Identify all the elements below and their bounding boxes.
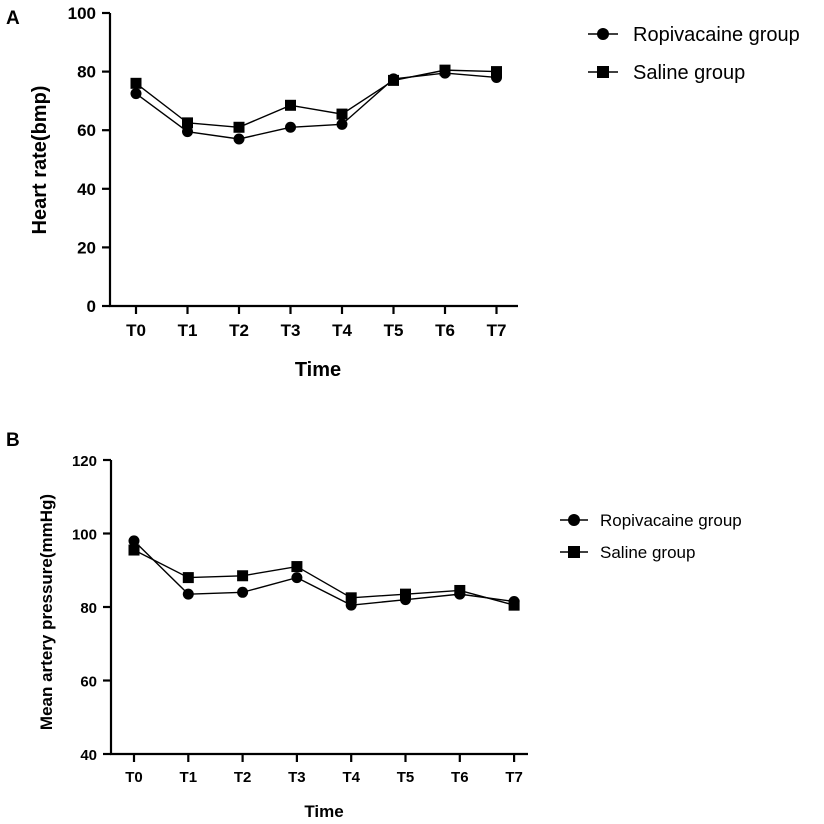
data-point-a-saline-group-T5: [388, 74, 399, 86]
y-tick-label-a-60: 60: [77, 121, 96, 140]
y-tick-label-b-60: 60: [80, 674, 97, 691]
data-point-a-ropivacaine-group-T0: [130, 88, 142, 100]
y-tick-label-a-20: 20: [77, 238, 96, 257]
x-tick-label-a-T3: T3: [281, 321, 301, 340]
data-point-a-saline-group-T6: [439, 64, 451, 76]
chart-panel-b: B 40 60 80 100 120 T0 T1 T2 T3 T4 T5 T6 T7 Time Mea…: [6, 430, 742, 821]
data-point-b-ropivacaine-group-T1: [182, 588, 194, 600]
y-tick-label-a-40: 40: [77, 180, 96, 199]
data-point-a-ropivacaine-group-T4: [336, 118, 348, 130]
data-point-a-saline-group-T0: [130, 77, 142, 89]
legend-label-saline-b: Saline group: [600, 543, 695, 562]
legend-item-ropivacaine-a: Ropivacaine group: [588, 24, 800, 46]
legend-marker-circle-a: [597, 28, 609, 40]
y-tick-label-a-0: 0: [87, 297, 96, 316]
y-axis-label-a: Heart rate(bmp): [29, 86, 51, 235]
x-tick-label-a-T5: T5: [384, 321, 404, 340]
legend-item-saline-a: Saline group: [588, 62, 745, 84]
y-tick-label-b-120: 120: [72, 453, 97, 470]
x-tick-label-b-T2: T2: [234, 769, 252, 786]
x-axis-label-a: Time: [295, 359, 341, 381]
x-tick-label-b-T6: T6: [451, 769, 469, 786]
data-point-b-ropivacaine-group-T3: [291, 572, 303, 584]
legend-marker-square-b: [568, 546, 580, 558]
x-axis-label-b: Time: [304, 802, 343, 821]
legend-label-ropivacaine-a: Ropivacaine group: [633, 24, 800, 46]
data-point-a-saline-group-T4: [336, 108, 348, 120]
data-point-b-saline-group-T7: [508, 599, 520, 611]
data-point-b-saline-group-T1: [182, 572, 194, 584]
data-point-a-saline-group-T3: [285, 99, 296, 111]
y-tick-label-b-40: 40: [80, 747, 97, 764]
legend-b: Ropivacaine group Saline group: [560, 511, 742, 562]
series-b: [128, 535, 520, 611]
data-point-a-saline-group-T7: [491, 66, 502, 78]
legend-label-saline-a: Saline group: [633, 62, 745, 84]
data-point-a-ropivacaine-group-T2: [233, 133, 245, 145]
chart-panel-a: A 0 20 40 60 80 100 T0 T1 T2 T3 T4 T5 T6 T7 Time Hea…: [6, 4, 800, 381]
data-point-b-saline-group-T5: [400, 588, 411, 600]
x-tick-label-a-T2: T2: [229, 321, 249, 340]
data-point-b-saline-group-T6: [454, 584, 466, 596]
panel-label-a: A: [6, 8, 20, 29]
data-point-b-ropivacaine-group-T2: [237, 586, 249, 598]
series-line-a-saline-group: [135, 69, 497, 128]
legend-label-ropivacaine-b: Ropivacaine group: [600, 511, 742, 530]
x-ticks-b: T0 T1 T2 T3 T4 T5 T6 T7: [125, 754, 523, 786]
x-tick-label-a-T0: T0: [126, 321, 146, 340]
legend-item-ropivacaine-b: Ropivacaine group: [560, 511, 742, 530]
y-tick-label-a-100: 100: [68, 4, 96, 23]
data-point-a-saline-group-T1: [182, 117, 193, 129]
y-ticks-a: 0 20 40 60 80 100: [68, 4, 110, 316]
y-tick-label-b-100: 100: [72, 527, 97, 544]
x-ticks-a: T0 T1 T2 T3 T4 T5 T6 T7: [126, 306, 506, 340]
data-point-a-ropivacaine-group-T1: [182, 126, 193, 138]
x-tick-label-a-T4: T4: [332, 321, 352, 340]
legend-marker-square-a: [597, 66, 609, 78]
y-ticks-b: 40 60 80 100 120: [72, 453, 111, 764]
panel-label-b: B: [6, 430, 20, 451]
x-tick-label-a-T6: T6: [435, 321, 455, 340]
series-line-b-saline-group: [133, 549, 515, 606]
data-point-a-ropivacaine-group-T3: [285, 121, 296, 133]
y-tick-label-a-80: 80: [77, 63, 96, 82]
y-axis-label-b: Mean artery pressure(mmHg): [37, 494, 56, 730]
legend-item-saline-b: Saline group: [560, 543, 695, 562]
series-line-b-ropivacaine-group: [133, 540, 515, 606]
data-point-b-saline-group-T2: [237, 570, 249, 582]
series-a: [130, 64, 502, 145]
data-point-a-saline-group-T2: [233, 121, 245, 133]
series-line-a-ropivacaine-group: [135, 72, 497, 140]
x-tick-label-b-T5: T5: [397, 769, 415, 786]
data-point-b-saline-group-T3: [291, 561, 303, 573]
x-tick-label-b-T0: T0: [125, 769, 143, 786]
x-tick-label-a-T7: T7: [487, 321, 507, 340]
x-tick-label-b-T7: T7: [505, 769, 523, 786]
y-tick-label-b-80: 80: [80, 600, 97, 617]
x-tick-label-a-T1: T1: [178, 321, 198, 340]
data-point-b-saline-group-T0: [128, 544, 140, 556]
data-point-b-saline-group-T4: [345, 592, 357, 604]
x-tick-label-b-T4: T4: [342, 769, 360, 786]
x-tick-label-b-T1: T1: [180, 769, 198, 786]
legend-a: Ropivacaine group Saline group: [588, 24, 800, 84]
data-point-b-ropivacaine-group-T0: [128, 535, 140, 547]
legend-marker-circle-b: [568, 514, 580, 526]
x-tick-label-b-T3: T3: [288, 769, 306, 786]
